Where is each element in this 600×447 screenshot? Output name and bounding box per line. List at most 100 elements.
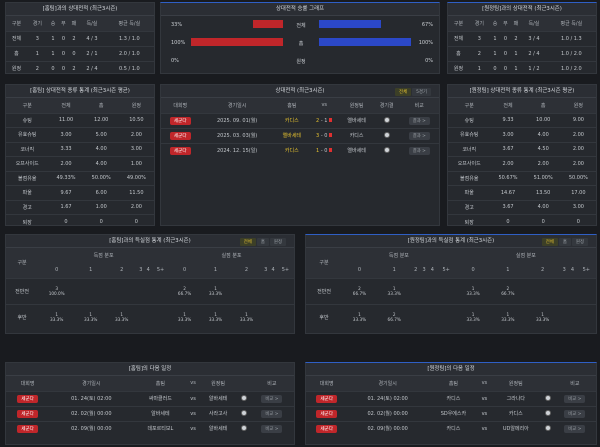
table-cell: 코너킥 bbox=[6, 141, 49, 157]
column-header: 원정팀 bbox=[489, 376, 542, 391]
table-cell: 9.33 bbox=[490, 112, 526, 128]
away-team-cell: 그라나다 bbox=[489, 390, 542, 406]
table-cell: 0 bbox=[118, 214, 154, 229]
date-cell: 01. 24(토) 02:00 bbox=[347, 390, 429, 406]
table-cell: 2.00 bbox=[490, 156, 526, 171]
schedule-row: 세군다 02. 02(월) 00:00 SD우에스카 vs 카디스 비교 > bbox=[306, 405, 596, 421]
table-cell: 11.50 bbox=[118, 185, 154, 200]
result-button[interactable]: 결과 > bbox=[408, 146, 430, 155]
compare-button[interactable]: 비교 > bbox=[261, 409, 283, 418]
away-stats-table: 구분 전체 홈 원정 슈팅 9.33 10.00 9.00 유효슈팅 3.00 4.00 2.00 코너… bbox=[448, 98, 596, 229]
table-cell: 6.00 bbox=[83, 185, 119, 200]
column-header: 패 bbox=[68, 16, 80, 31]
table-cell: 파울 bbox=[6, 185, 49, 200]
home-goals-panel: [홈팀]과의 득실점 통계 (최근3시즌) 전체 홈 원정 구분 득점 분포 실점 … bbox=[5, 234, 295, 334]
compare-button[interactable]: 비교 > bbox=[261, 424, 283, 433]
table-cell: 1.00 bbox=[83, 199, 119, 215]
column-header: 홈팀 bbox=[274, 98, 309, 113]
column-header bbox=[237, 376, 250, 391]
win-rate-graph-panel: 상대전적 승률 그래프 33% 전체 67% 100% 홈 100% 0% 원정 0% bbox=[160, 2, 440, 74]
date-cell: 02. 02(월) 00:00 bbox=[347, 405, 429, 421]
distribution-cell bbox=[144, 277, 152, 304]
schedule-row: 세군다 01. 24(토) 02:00 싸마클러드 vs 알바세테 비교 > bbox=[6, 390, 294, 406]
result-button[interactable]: 결과 > bbox=[408, 131, 430, 140]
vs-cell: vs bbox=[187, 390, 199, 406]
table-cell: 50.00% bbox=[83, 170, 119, 186]
table-cell: 오프사이드 bbox=[6, 156, 49, 171]
table-cell: 2 bbox=[468, 45, 490, 61]
result-row: 세군다 2025. 09. 01(월) 카디스 2 - 1 엘바세테 결과 > bbox=[161, 112, 439, 128]
compare-button[interactable]: 비교 > bbox=[564, 409, 586, 418]
table-row: 유효슈팅 3.00 4.00 2.00 bbox=[448, 127, 596, 142]
distribution-cell: 1 33.3% bbox=[525, 303, 560, 330]
goal-tabs: 전체 홈 원정 bbox=[239, 238, 286, 246]
table-cell: 볼점유율 bbox=[448, 170, 491, 186]
soccer-ball-icon bbox=[544, 409, 551, 416]
tab-home[interactable]: 홈 bbox=[256, 238, 269, 246]
away-team-cell: 카디스 bbox=[339, 127, 374, 143]
home-goals-table: 구분 득점 분포 실점 분포 0 1 2 3 4 5+ 0 1 2 3 4 5+ 전반전 3 100.0% 2 6… bbox=[6, 248, 294, 330]
date-cell: 2024. 12. 15(일) bbox=[199, 142, 275, 158]
table-cell: 슈팅 bbox=[448, 112, 491, 128]
tab-away[interactable]: 원정 bbox=[269, 238, 286, 246]
column-header: 득/실 bbox=[79, 16, 105, 31]
table-cell: 0 bbox=[489, 60, 501, 76]
home-team-cell: 엘바세테 bbox=[274, 127, 309, 143]
table-cell: 0 bbox=[58, 60, 69, 76]
table-cell: 4.00 bbox=[525, 199, 561, 215]
ball-cell bbox=[237, 390, 250, 406]
compare-cell: 비교 > bbox=[553, 390, 596, 406]
table-cell: 원정 bbox=[448, 60, 469, 76]
results-tabs: 전체 5경기 bbox=[395, 88, 431, 96]
goal-count-header: 5+ bbox=[276, 263, 294, 278]
panel-title: [원정팀]의 다음 일정 bbox=[306, 363, 596, 376]
row-label: 홈 bbox=[298, 41, 304, 47]
league-badge: 세군다 bbox=[316, 409, 337, 418]
distribution-cell bbox=[576, 303, 596, 330]
distribution-cell: 1 33.3% bbox=[169, 303, 201, 330]
table-cell: 50.67% bbox=[490, 170, 526, 186]
schedule-row: 세군다 02. 02(월) 00:00 알바세테 vs 사라고사 비교 > bbox=[6, 405, 294, 421]
tab-5games[interactable]: 5경기 bbox=[412, 88, 431, 96]
column-header: 비교 bbox=[553, 376, 596, 391]
result-row: 세군다 2024. 12. 15(일) 카디스 1 - 0 엘바세테 결과 > bbox=[161, 142, 439, 158]
goal-count-header: 1 bbox=[490, 263, 526, 278]
table-cell: 2.00 bbox=[560, 156, 596, 171]
table-cell: 2.00 bbox=[525, 156, 561, 171]
tab-all[interactable]: 전체 bbox=[239, 238, 256, 246]
table-cell: 오프사이드 bbox=[448, 156, 491, 171]
tab-all[interactable]: 전체 bbox=[541, 238, 558, 246]
tab-home[interactable]: 홈 bbox=[558, 238, 571, 246]
away-score: 0 bbox=[324, 147, 328, 154]
compare-button[interactable]: 비교 > bbox=[261, 394, 283, 403]
table-row: 원정 1 0 0 1 1 / 2 1.0 / 2.0 bbox=[448, 60, 596, 76]
home-score: 3 bbox=[316, 132, 320, 139]
distribution-cell bbox=[75, 277, 107, 304]
compare-button[interactable]: 비교 > bbox=[564, 424, 586, 433]
distribution-cell: 2 66.7% bbox=[376, 303, 412, 330]
date-cell: 2025. 03. 03(월) bbox=[199, 127, 275, 143]
column-header: 득/실 bbox=[521, 16, 547, 31]
home-stats-panel: [홈팀] 상대전적 종류 통계 (최근3시즌 평균) 구분 전체 홈 원정 슈팅 11.0… bbox=[5, 84, 155, 229]
column-header: 원정팀 bbox=[339, 98, 374, 113]
table-cell: 1.67 bbox=[48, 199, 84, 215]
away-team-cell: UD알메리아 bbox=[489, 420, 542, 436]
result-button[interactable]: 결과 > bbox=[408, 116, 430, 125]
table-cell: 2.00 bbox=[48, 156, 84, 171]
panel-title: 상대전적 승률 그래프 bbox=[161, 3, 439, 16]
table-cell: 0 bbox=[525, 214, 561, 229]
schedule-row: 세군다 02. 09(월) 00:00 데포르티보L vs 알바세테 비교 > bbox=[6, 420, 294, 436]
away-goals-panel: [원정팀]과의 득실점 통계 (최근3시즌) 전체 홈 원정 구분 득점 분포 실점… bbox=[305, 234, 597, 334]
distribution-cell bbox=[261, 277, 270, 304]
tab-all[interactable]: 전체 bbox=[395, 88, 412, 96]
goal-count-header: 1 bbox=[376, 263, 412, 278]
table-cell: 3 / 4 bbox=[521, 30, 547, 46]
distribution-cell bbox=[525, 277, 560, 304]
scored-header: 득점 분포 bbox=[342, 248, 456, 263]
league-cell: 세군다 bbox=[306, 420, 348, 436]
tab-away[interactable]: 원정 bbox=[571, 238, 588, 246]
win-rate-bars: 33% 전체 67% 100% 홈 100% 0% 원정 0% bbox=[161, 16, 439, 74]
result-row: 세군다 2025. 03. 03(월) 엘바세테 3 - 0 카디스 결과 > bbox=[161, 127, 439, 143]
compare-button[interactable]: 비교 > bbox=[564, 394, 586, 403]
